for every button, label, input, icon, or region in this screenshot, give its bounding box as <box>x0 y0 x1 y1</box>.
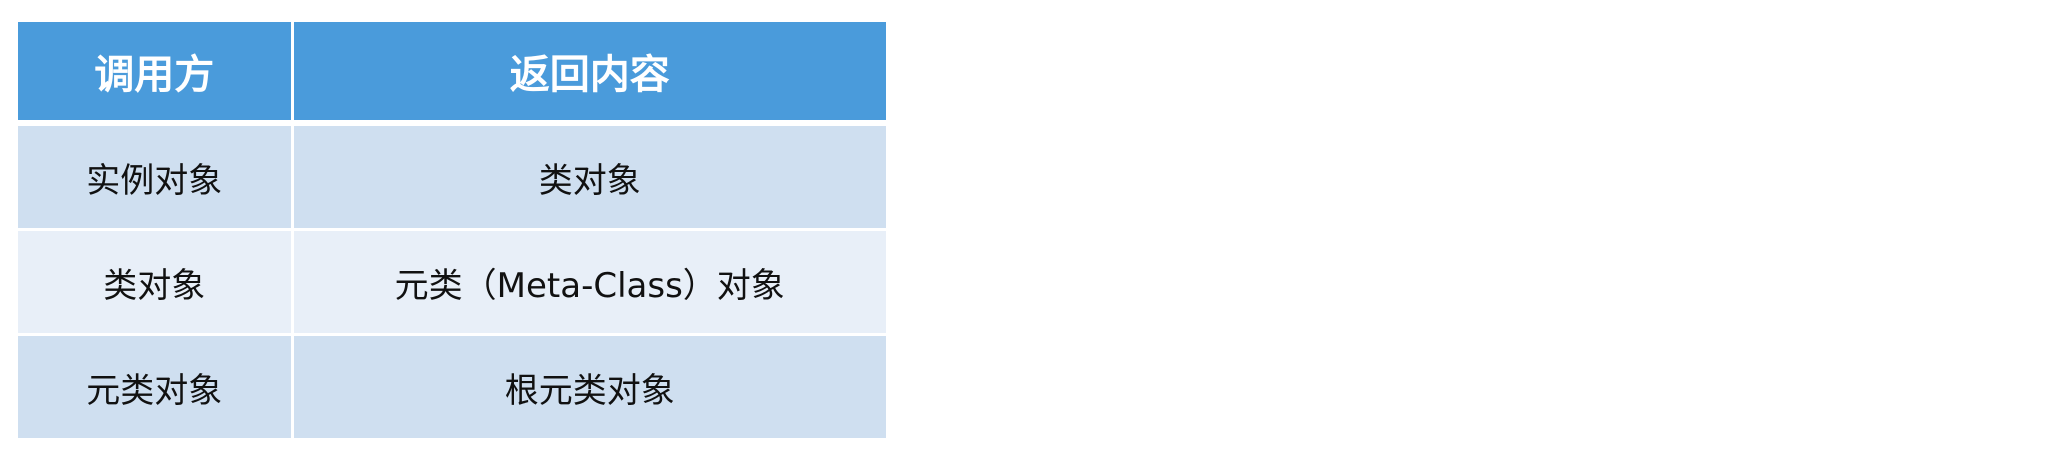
cell-caller: 实例对象 <box>18 123 292 230</box>
cell-caller: 类对象 <box>18 228 292 335</box>
header-return-content: 返回内容 <box>290 22 886 126</box>
cell-return-content: 类对象 <box>290 123 886 230</box>
table-row: 元类对象 根元类对象 <box>18 333 886 438</box>
caller-return-table: 调用方 返回内容 实例对象 类对象 类对象 元类（Meta-Class）对象 元… <box>18 22 886 438</box>
cell-caller: 元类对象 <box>18 333 292 438</box>
header-caller: 调用方 <box>18 22 292 126</box>
cell-return-content: 根元类对象 <box>290 333 886 438</box>
table-row: 实例对象 类对象 <box>18 123 886 230</box>
table-row: 类对象 元类（Meta-Class）对象 <box>18 228 886 335</box>
cell-return-content: 元类（Meta-Class）对象 <box>290 228 886 335</box>
table-header-row: 调用方 返回内容 <box>18 22 886 126</box>
